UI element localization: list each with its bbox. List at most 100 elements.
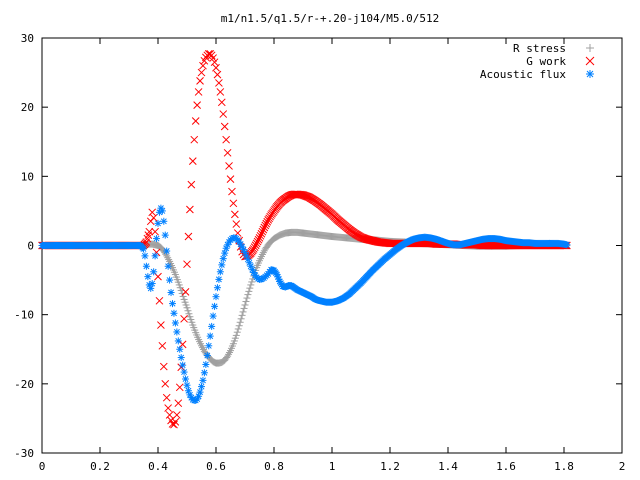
data-point (212, 293, 220, 301)
data-point (216, 88, 225, 96)
data-point (248, 278, 256, 286)
data-point (149, 213, 158, 222)
y-tick-label: 20 (21, 101, 34, 114)
data-point (219, 255, 227, 263)
data-point (140, 245, 147, 253)
y-tick-label: 0 (27, 240, 34, 253)
data-point (199, 376, 207, 384)
data-point (148, 280, 156, 288)
y-tick-label: -20 (14, 378, 34, 391)
data-point (180, 368, 188, 376)
legend-label: Acoustic flux (480, 68, 566, 81)
x-tick-label: 1.4 (438, 460, 458, 473)
data-point (222, 135, 231, 144)
y-tick-label: -10 (14, 309, 34, 322)
data-point (162, 393, 171, 402)
data-point (205, 342, 213, 350)
data-point (157, 321, 165, 329)
data-point (260, 223, 269, 232)
data-point (196, 77, 204, 85)
data-point (144, 273, 152, 281)
data-point (233, 328, 241, 336)
data-point (183, 304, 191, 312)
data-point (244, 291, 252, 299)
data-point (215, 275, 223, 283)
data-point (163, 247, 171, 255)
data-point (209, 312, 217, 320)
data-point (145, 227, 154, 236)
data-point (196, 388, 204, 396)
data-point (171, 418, 180, 426)
data-point (171, 319, 179, 327)
data-point (155, 208, 163, 216)
data-point (257, 229, 266, 238)
x-tick-label: 2 (619, 460, 626, 473)
data-point (164, 262, 172, 270)
data-point (250, 243, 259, 251)
data-point (252, 239, 261, 248)
data-point (212, 63, 220, 72)
data-point (237, 315, 245, 323)
data-point (241, 301, 249, 309)
data-point (154, 219, 162, 227)
data-point (258, 227, 267, 236)
y-tick-label: -30 (14, 447, 34, 460)
data-point (563, 241, 571, 249)
data-point (167, 289, 175, 297)
data-point (190, 135, 199, 144)
data-point (158, 341, 167, 350)
data-point (213, 70, 222, 79)
data-point (259, 225, 268, 234)
data-point (179, 361, 187, 369)
data-point (238, 311, 246, 319)
data-point (211, 302, 219, 310)
data-point (161, 379, 170, 388)
legend-label: G work (526, 55, 566, 68)
data-point (161, 231, 169, 239)
data-point (194, 88, 203, 96)
data-point (225, 162, 233, 170)
data-point (151, 227, 159, 236)
data-point (184, 232, 193, 241)
data-point (221, 249, 229, 257)
data-point (170, 309, 178, 317)
data-point (174, 337, 182, 345)
legend-label: R stress (513, 42, 566, 55)
data-point (193, 101, 202, 109)
data-point (153, 235, 161, 243)
data-point (218, 261, 226, 269)
series-acoustic-flux (38, 204, 571, 404)
data-point (200, 369, 208, 377)
data-point (165, 411, 174, 419)
data-point (202, 360, 210, 368)
data-point (155, 296, 164, 305)
data-point (239, 308, 247, 316)
data-point (232, 331, 240, 339)
data-point (185, 310, 193, 318)
data-point (169, 300, 176, 308)
data-point (187, 180, 196, 189)
data-point (219, 110, 228, 118)
data-point (255, 234, 264, 242)
data-point (147, 284, 155, 292)
series-r-stress (38, 228, 571, 367)
data-point (247, 281, 255, 289)
data-point (250, 268, 258, 276)
data-point (262, 219, 271, 228)
data-point (229, 199, 238, 208)
data-point (223, 148, 232, 157)
data-point (166, 276, 174, 284)
data-point (253, 237, 262, 246)
data-point (245, 287, 253, 295)
data-point (164, 404, 173, 412)
x-tick-label: 1.8 (554, 460, 574, 473)
data-point (174, 399, 183, 408)
data-point (230, 210, 239, 219)
data-point (183, 381, 191, 389)
x-tick-label: 0.4 (148, 460, 168, 473)
data-point (232, 220, 241, 228)
data-point (586, 70, 594, 78)
y-tick-label: 10 (21, 170, 34, 183)
